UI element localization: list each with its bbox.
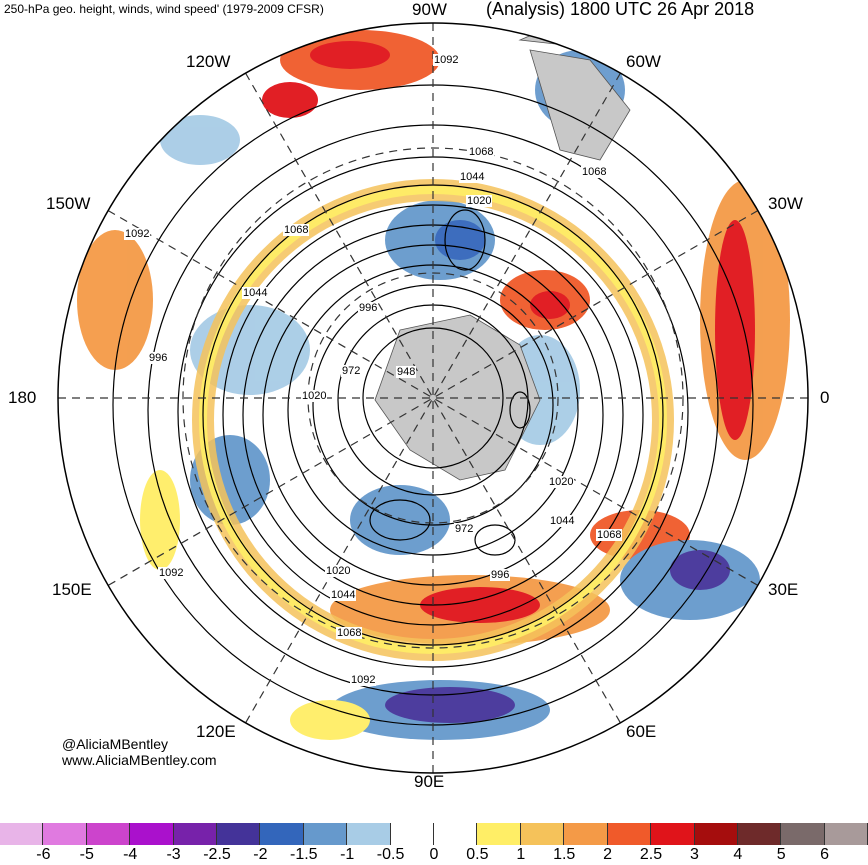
colorbar-tick-label: 2 (603, 846, 613, 863)
map-title: (Analysis) 1800 UTC 26 Apr 2018 (486, 0, 755, 19)
lon-label-120w: 120W (186, 52, 231, 71)
colorbar-tick-label: -6 (36, 846, 51, 863)
contour-label: 972 (454, 523, 475, 535)
map-border (57, 22, 809, 774)
map-subtitle: 250-hPa geo. height, winds, wind speed' … (4, 2, 324, 16)
contour-label: 1068 (581, 166, 608, 178)
colorbar-tick-label: 0.5 (466, 846, 489, 863)
colorbar-tick-label: 6 (820, 846, 830, 863)
lon-label-90w: 90W (412, 0, 447, 19)
contour-label: 1044 (549, 515, 576, 527)
credit-site: www.AliciaMBentley.com (62, 752, 217, 768)
lon-label-150e: 150E (52, 580, 92, 599)
colorbar-tick-label: 0 (429, 846, 439, 863)
contour-label: 1092 (433, 54, 460, 66)
contour-label: 1044 (330, 589, 357, 601)
colorbar-tick-label: 3 (689, 846, 699, 863)
contour-label: 1092 (350, 674, 377, 686)
colorbar-swatch (434, 823, 478, 845)
colorbar-swatch (0, 823, 44, 845)
contour-label: 996 (148, 352, 169, 364)
lon-label-120e: 120E (196, 722, 236, 741)
colorbar-swatch (781, 823, 825, 845)
lon-label-150w: 150W (46, 194, 91, 213)
lon-label-90e: 90E (414, 772, 445, 791)
contour-label: 1044 (242, 287, 269, 299)
colorbar-tick-label: -5 (79, 846, 94, 863)
contour-label: 948 (396, 366, 417, 378)
contour-label: 1020 (548, 476, 575, 488)
colorbar-swatch (43, 823, 87, 845)
polar-map (57, 22, 809, 774)
colorbar-tick-label: -1.5 (290, 846, 318, 863)
colorbar-tick-label: -3 (166, 846, 181, 863)
lon-label-30e: 30E (768, 580, 799, 599)
colorbar-tick-label: 2.5 (639, 846, 663, 863)
lon-label-60w: 60W (626, 52, 661, 71)
contour-label: 1068 (283, 224, 310, 236)
colorbar-swatch (737, 823, 782, 845)
contour-label: 996 (490, 569, 511, 581)
colorbar-swatch (217, 823, 261, 845)
colorbar (0, 823, 868, 845)
contour-label: 996 (358, 302, 379, 314)
colorbar-tick-label: -0.5 (376, 846, 405, 863)
colorbar-tick-label: -2 (253, 846, 268, 863)
contour-label: 1068 (468, 146, 495, 158)
anomaly-shading (77, 30, 790, 740)
contour-label: 1068 (336, 627, 363, 639)
colorbar-tick-label: -4 (123, 846, 138, 863)
contour-label: 1020 (301, 390, 328, 402)
colorbar-swatch (607, 823, 652, 845)
lon-label-30w: 30W (768, 194, 803, 213)
contour-label: 1044 (459, 171, 486, 183)
colorbar-swatch (390, 823, 435, 845)
colorbar-tick-label: -2.5 (203, 846, 231, 863)
colorbar-tick-label: 4 (733, 846, 743, 863)
colorbar-swatch (86, 823, 131, 845)
colorbar-ticks: -6 -5 -4 -3 -2.5 -2 -1.5 -1 -0.5 0 0.5 1 1.5 2 2.5 3 4 5 6 (0, 846, 868, 865)
colorbar-swatch (651, 823, 695, 845)
colorbar-swatch (260, 823, 304, 845)
colorbar-tick-label: 1.5 (553, 846, 576, 863)
colorbar-swatch (694, 823, 738, 845)
colorbar-tick-label: 1 (516, 846, 526, 863)
credit-block: @AliciaMBentley www.AliciaMBentley.com (62, 736, 217, 768)
lon-label-180: 180 (8, 388, 37, 407)
colorbar-swatch (824, 823, 868, 845)
map-disc (58, 23, 808, 773)
contour-label: 972 (341, 365, 362, 377)
colorbar-swatch (173, 823, 218, 845)
colorbar-swatch (477, 823, 521, 845)
colorbar-tick-label: -1 (340, 846, 355, 863)
colorbar-swatch (347, 823, 391, 845)
contour-label: 1092 (124, 228, 151, 240)
lon-label-0: 0 (820, 388, 830, 407)
colorbar-swatch (303, 823, 348, 845)
colorbar-swatch (520, 823, 565, 845)
colorbar-tick-label: 5 (776, 846, 786, 863)
credit-handle: @AliciaMBentley (62, 736, 169, 752)
contour-label: 1020 (466, 195, 493, 207)
contour-label: 1092 (158, 567, 185, 579)
contour-label: 1068 (596, 529, 623, 541)
colorbar-swatch (130, 823, 174, 845)
contour-label: 1020 (325, 565, 352, 577)
lon-label-60e: 60E (626, 722, 657, 741)
colorbar-swatch (564, 823, 608, 845)
